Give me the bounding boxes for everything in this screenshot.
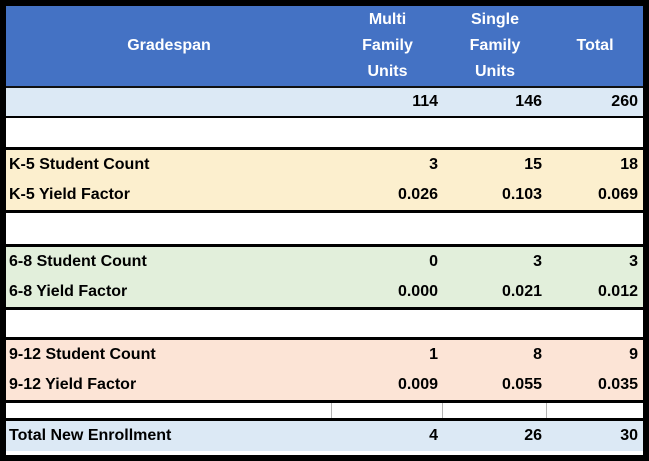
- grade68-yield-single-value: 0.021: [501, 283, 542, 300]
- grid-cell: [547, 403, 643, 418]
- header-single-family-units: Single Family Units: [469, 11, 521, 80]
- table-header-row: Gradespan Multi Family Units Single Fami…: [6, 6, 643, 88]
- grade68-yield-total-value: 0.012: [597, 283, 638, 300]
- spacer-row: [6, 213, 643, 244]
- k5-yield-single-value: 0.103: [501, 186, 542, 203]
- grade68-yield-factor-row: 6-8 Yield Factor 0.000 0.021 0.012: [6, 277, 643, 307]
- units-single-value: 146: [515, 93, 542, 110]
- total-multi-value: 4: [429, 427, 438, 444]
- k5-count-total-value: 18: [620, 156, 638, 173]
- total-section: Total New Enrollment 4 26 30: [6, 418, 643, 451]
- k5-student-count-label: K-5 Student Count: [9, 156, 150, 173]
- grade912-count-multi-value: 1: [429, 346, 438, 363]
- k5-yield-factor-row: K-5 Yield Factor 0.026 0.103 0.069: [6, 180, 643, 210]
- grade68-count-multi-value: 0: [429, 253, 438, 270]
- grade68-yield-factor-label: 6-8 Yield Factor: [9, 283, 128, 300]
- grade68-student-count-label: 6-8 Student Count: [9, 253, 147, 270]
- total-new-enrollment-row: Total New Enrollment 4 26 30: [6, 421, 643, 451]
- header-multi-family-units: Multi Family Units: [362, 11, 413, 80]
- header-gradespan: Gradespan: [127, 37, 211, 54]
- k5-yield-multi-value: 0.026: [397, 186, 438, 203]
- total-single-value: 26: [524, 427, 542, 444]
- grid-cell: [332, 403, 443, 418]
- spacer-row: [6, 118, 643, 147]
- grade912-student-count-label: 9-12 Student Count: [9, 346, 156, 363]
- grade912-yield-total-value: 0.035: [597, 376, 638, 393]
- grade68-student-count-row: 6-8 Student Count 0 3 3: [6, 247, 643, 277]
- total-new-enrollment-label: Total New Enrollment: [9, 427, 172, 444]
- k5-count-single-value: 15: [524, 156, 542, 173]
- grade68-yield-multi-value: 0.000: [397, 283, 438, 300]
- grid-cell: [6, 403, 332, 418]
- spacer-row-gridlines: [6, 403, 643, 418]
- grade68-count-single-value: 3: [533, 253, 542, 270]
- k5-section: K-5 Student Count 3 15 18 K-5 Yield Fact…: [6, 147, 643, 213]
- grade68-count-total-value: 3: [629, 253, 638, 270]
- grade912-count-single-value: 8: [533, 346, 542, 363]
- grade912-section: 9-12 Student Count 1 8 9 9-12 Yield Fact…: [6, 337, 643, 403]
- grade912-student-count-row: 9-12 Student Count 1 8 9: [6, 340, 643, 370]
- k5-yield-total-value: 0.069: [597, 186, 638, 203]
- units-total-value: 260: [611, 93, 638, 110]
- k5-count-multi-value: 3: [429, 156, 438, 173]
- grade912-count-total-value: 9: [629, 346, 638, 363]
- k5-yield-factor-label: K-5 Yield Factor: [9, 186, 130, 203]
- header-total: Total: [576, 37, 614, 54]
- grade912-yield-factor-label: 9-12 Yield Factor: [9, 376, 137, 393]
- grade912-yield-factor-row: 9-12 Yield Factor 0.009 0.055 0.035: [6, 370, 643, 400]
- grade912-yield-multi-value: 0.009: [397, 376, 438, 393]
- units-count-row: 114 146 260: [6, 88, 643, 118]
- grade912-yield-single-value: 0.055: [501, 376, 542, 393]
- total-total-value: 30: [620, 427, 638, 444]
- grade68-section: 6-8 Student Count 0 3 3 6-8 Yield Factor…: [6, 244, 643, 310]
- units-multi-value: 114: [412, 93, 438, 110]
- k5-student-count-row: K-5 Student Count 3 15 18: [6, 150, 643, 180]
- grid-cell: [443, 403, 547, 418]
- spacer-row: [6, 310, 643, 337]
